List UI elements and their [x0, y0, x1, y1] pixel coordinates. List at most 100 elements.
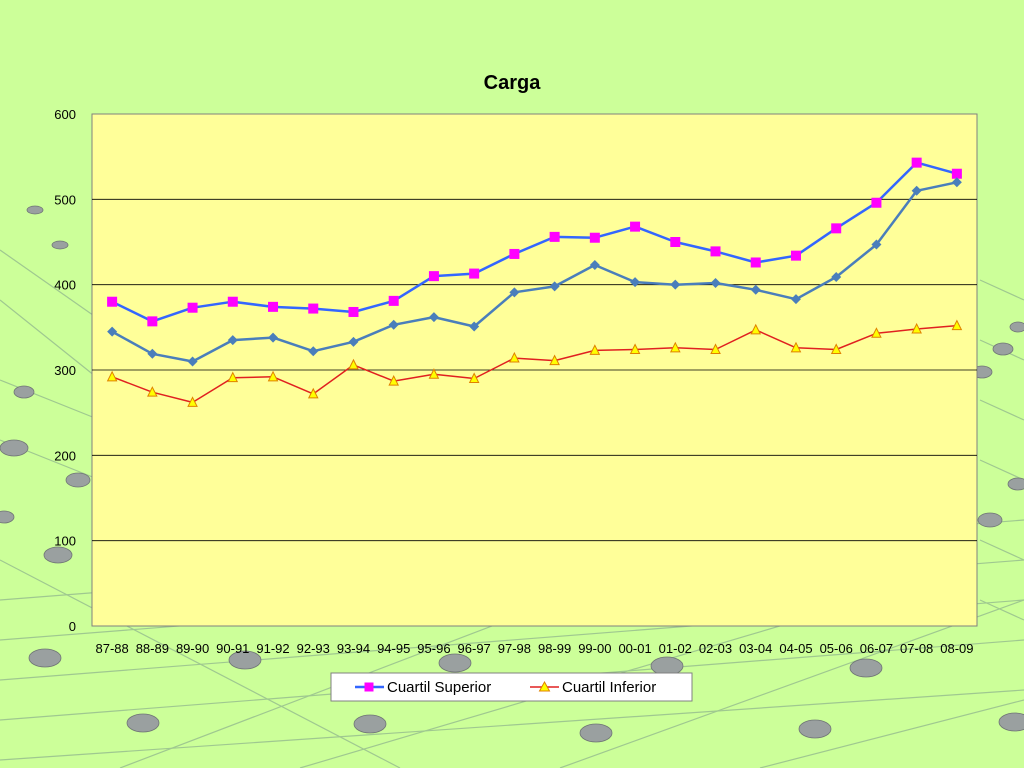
data-point: [227, 296, 238, 307]
legend-marker-cuartil-superior: [364, 682, 374, 692]
x-tick-label: 07-08: [900, 641, 933, 656]
x-tick-label: 01-02: [659, 641, 692, 656]
data-point: [509, 351, 520, 363]
data-point: [509, 248, 520, 259]
mesh-node: [28, 648, 62, 668]
x-tick-label: 88-89: [136, 641, 169, 656]
data-point: [669, 341, 681, 353]
data-point: [227, 371, 239, 383]
data-point: [750, 257, 761, 268]
data-point: [268, 301, 279, 312]
y-tick-label: 500: [54, 192, 76, 207]
mesh-line: [979, 279, 1024, 301]
data-point: [589, 260, 600, 271]
series-layer: [106, 157, 963, 407]
data-point: [710, 277, 721, 288]
x-tick-label: 87-88: [95, 641, 128, 656]
data-point: [951, 177, 962, 188]
data-point: [549, 354, 560, 366]
data-point: [630, 221, 641, 232]
data-point: [469, 321, 480, 332]
x-axis-tick-labels: 87-88 88-89 89-90 90-91 91-92 92-93 93-94 94-95…: [95, 641, 973, 656]
data-point: [308, 346, 319, 357]
x-tick-label: 08-09: [940, 641, 973, 656]
x-tick-label: 89-90: [176, 641, 209, 656]
data-point: [107, 296, 118, 307]
data-point: [750, 284, 761, 295]
x-tick-label: 90-91: [216, 641, 249, 656]
data-point: [388, 319, 399, 330]
data-point: [147, 386, 158, 397]
series-line: [111, 181, 958, 363]
series-0: [107, 157, 962, 327]
data-point: [911, 322, 922, 334]
data-point: [187, 396, 198, 407]
y-tick-label: 600: [54, 107, 76, 122]
data-point: [790, 341, 802, 353]
data-point: [106, 370, 118, 382]
data-point: [388, 295, 399, 306]
x-tick-label: 06-07: [860, 641, 893, 656]
legend-box: [330, 672, 693, 702]
series-2: [106, 319, 963, 407]
data-point: [830, 343, 842, 355]
mesh-node: [0, 510, 15, 524]
mesh-node: [849, 658, 883, 678]
mesh-node: [228, 650, 262, 670]
x-tick-label: 03-04: [739, 641, 772, 656]
mesh-line: [979, 599, 1024, 621]
mesh-node: [798, 719, 832, 739]
mesh-node: [51, 240, 69, 250]
mesh-node: [0, 439, 29, 457]
data-point: [710, 246, 721, 257]
x-tick-label: 00-01: [618, 641, 651, 656]
legend-label-cuartil-inferior: Cuartil Inferior: [562, 679, 656, 696]
y-tick-label: 300: [54, 363, 76, 378]
data-point: [871, 327, 882, 338]
data-point: [348, 306, 359, 317]
mesh-line: [979, 539, 1024, 561]
data-point: [790, 250, 801, 261]
data-point: [469, 268, 480, 279]
data-point: [147, 316, 158, 327]
mesh-node: [1007, 477, 1024, 491]
mesh-node: [13, 385, 35, 399]
mesh-line: [759, 699, 1024, 768]
legend: Cuartil Superior Cuartil Inferior: [330, 672, 693, 702]
data-point: [911, 157, 922, 168]
data-point: [227, 335, 238, 346]
data-point: [107, 326, 118, 337]
mesh-node: [998, 712, 1024, 732]
data-point: [348, 358, 359, 370]
mesh-node: [1009, 321, 1024, 333]
mesh-node: [992, 342, 1014, 356]
data-point: [549, 281, 560, 292]
series-line: [111, 324, 957, 404]
series-line: [111, 161, 958, 323]
data-point: [831, 223, 842, 234]
data-point: [428, 312, 439, 323]
data-point: [871, 197, 882, 208]
data-point: [670, 279, 681, 290]
y-tick-label: 100: [54, 534, 76, 549]
mesh-line: [0, 559, 401, 768]
x-tick-label: 93-94: [337, 641, 370, 656]
mesh-line: [559, 599, 1024, 768]
data-point: [147, 348, 158, 359]
data-point: [710, 343, 721, 355]
mesh-line: [0, 379, 101, 421]
data-point: [629, 343, 641, 355]
mesh-node: [65, 472, 91, 488]
x-tick-label: 99-00: [578, 641, 611, 656]
y-axis-tick-labels: 0 100 200 300 400 500 600: [54, 107, 76, 634]
data-point: [951, 319, 963, 331]
data-point: [790, 294, 801, 305]
data-point: [187, 356, 198, 367]
mesh-node: [438, 653, 472, 673]
data-point: [428, 271, 439, 282]
data-point: [267, 370, 279, 382]
mesh-line: [0, 299, 101, 381]
data-point: [428, 368, 440, 379]
legend-marker-cuartil-inferior: [538, 680, 551, 692]
